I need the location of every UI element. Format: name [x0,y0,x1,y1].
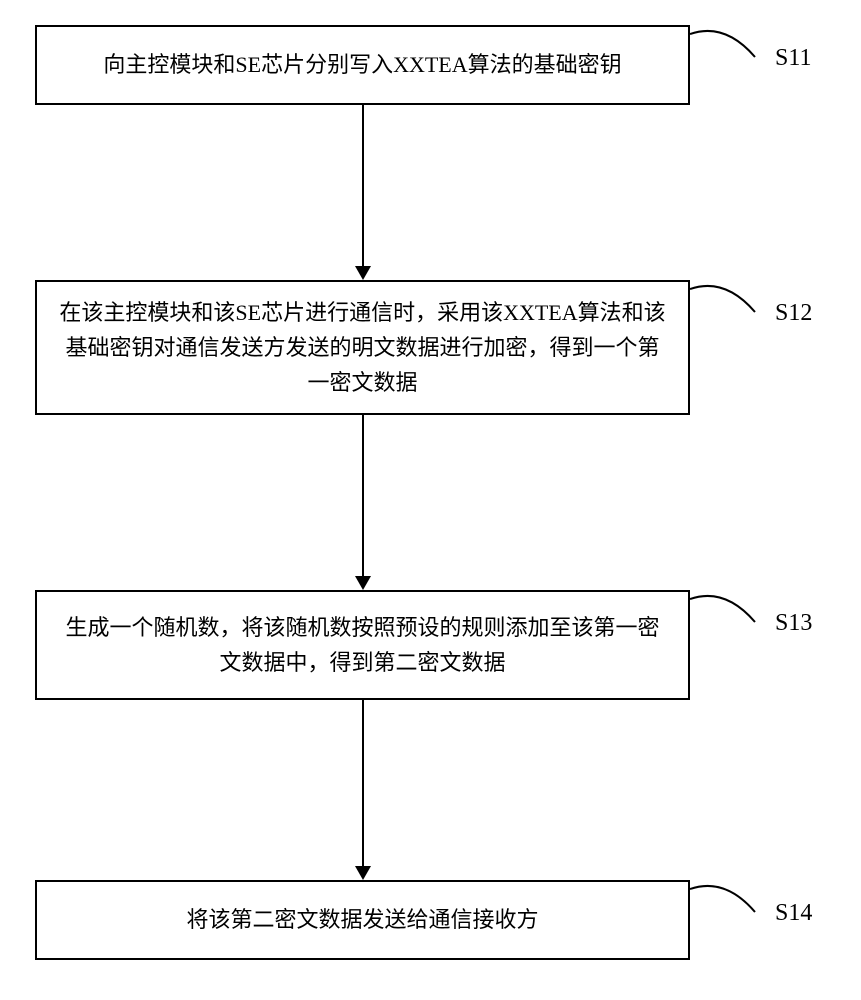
arrow-head-s13-s14 [355,866,371,880]
label-connector-s14 [690,877,770,922]
label-connector-s11 [690,22,770,67]
arrow-s12-s13 [362,415,364,576]
arrow-s13-s14 [362,700,364,866]
node-s13-text: 生成一个随机数，将该随机数按照预设的规则添加至该第一密文数据中，得到第二密文数据 [57,610,668,680]
flowchart-node-s11: 向主控模块和SE芯片分别写入XXTEA算法的基础密钥 [35,25,690,105]
label-s11: S11 [775,45,811,72]
node-s12-text: 在该主控模块和该SE芯片进行通信时，采用该XXTEA算法和该基础密钥对通信发送方… [57,295,668,401]
flowchart-node-s13: 生成一个随机数，将该随机数按照预设的规则添加至该第一密文数据中，得到第二密文数据 [35,590,690,700]
label-connector-s13 [690,587,770,632]
node-s14-text: 将该第二密文数据发送给通信接收方 [186,902,538,937]
label-s13: S13 [775,610,812,637]
arrow-head-s11-s12 [355,266,371,280]
flowchart-node-s12: 在该主控模块和该SE芯片进行通信时，采用该XXTEA算法和该基础密钥对通信发送方… [35,280,690,415]
arrow-s11-s12 [362,105,364,266]
label-s12: S12 [775,300,812,327]
arrow-head-s12-s13 [355,576,371,590]
label-s14: S14 [775,900,812,927]
label-connector-s12 [690,277,770,322]
node-s11-text: 向主控模块和SE芯片分别写入XXTEA算法的基础密钥 [103,47,621,82]
flowchart-node-s14: 将该第二密文数据发送给通信接收方 [35,880,690,960]
flowchart-container: 向主控模块和SE芯片分别写入XXTEA算法的基础密钥 S11 在该主控模块和该S… [0,0,861,1000]
